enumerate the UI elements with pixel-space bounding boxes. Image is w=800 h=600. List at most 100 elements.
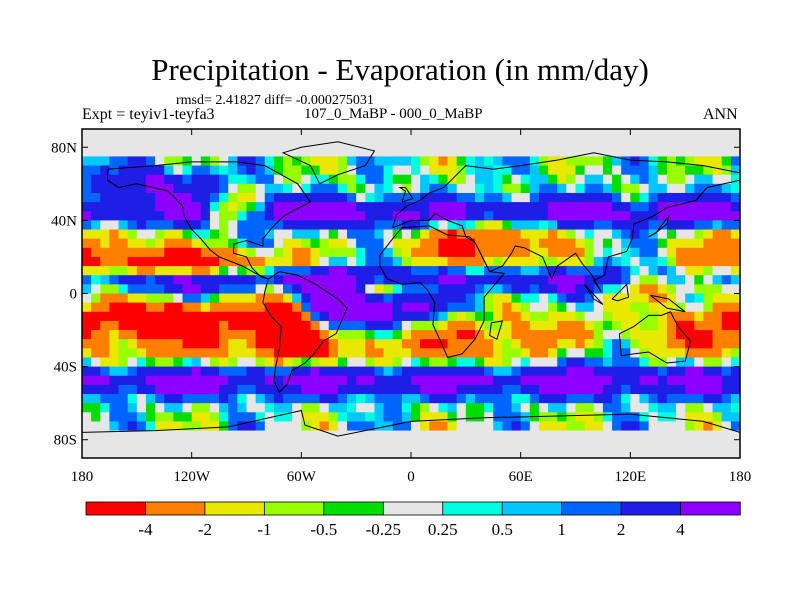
field-cell [612, 448, 622, 458]
field-cell [273, 156, 284, 166]
field-cell [337, 366, 348, 377]
field-cell [228, 174, 238, 185]
field-cell [319, 129, 330, 139]
field-cell [566, 403, 576, 413]
field-cell [319, 384, 330, 395]
field-cell [136, 430, 147, 441]
field-cell [228, 183, 238, 194]
field-cell [91, 330, 101, 340]
field-cell [191, 174, 202, 185]
field-cell [557, 238, 567, 249]
field-cell [447, 339, 458, 349]
field-cell [730, 311, 740, 322]
field-cell [411, 238, 421, 249]
field-cell [319, 211, 330, 221]
field-cell [347, 384, 357, 395]
field-cell [145, 302, 156, 313]
field-cell [246, 256, 257, 267]
field-cell [200, 183, 211, 194]
field-cell [520, 366, 531, 377]
field-cell [264, 211, 275, 221]
field-cell [566, 256, 576, 267]
field-cell [456, 320, 467, 331]
field-cell [529, 229, 540, 240]
field-cell [465, 192, 476, 203]
field-cell [401, 375, 412, 386]
field-cell [703, 211, 713, 221]
colorbar-label: -2 [198, 520, 212, 539]
field-cell [520, 256, 531, 267]
field-cell [712, 211, 723, 221]
field-cell [721, 348, 732, 358]
field-cell [621, 138, 631, 148]
field-cell [136, 165, 147, 176]
field-cell [301, 320, 311, 331]
field-cell [602, 421, 613, 431]
field-cell [465, 165, 476, 176]
field-cell [374, 293, 384, 304]
field-cell [557, 384, 567, 395]
field-cell [621, 348, 631, 358]
field-cell [429, 183, 439, 194]
field-cell [511, 421, 522, 431]
field-cell [602, 156, 613, 166]
field-cell [82, 247, 92, 258]
field-cell [337, 320, 348, 331]
field-cell [438, 384, 448, 395]
field-cell [730, 129, 740, 139]
field-cell [584, 129, 595, 139]
field-cell [237, 320, 247, 331]
field-cell [493, 247, 503, 258]
field-cell [612, 174, 622, 185]
field-cell [118, 375, 129, 386]
field-cell [219, 284, 229, 294]
field-cell [283, 348, 293, 358]
field-cell [411, 311, 421, 322]
colorbar-swatch [501, 501, 563, 516]
field-cell [712, 129, 723, 139]
field-cell [328, 156, 339, 166]
field-cell [200, 138, 211, 148]
field-cell [712, 439, 723, 450]
field-cell [566, 339, 576, 349]
field-cell [602, 403, 613, 413]
field-cell [438, 266, 448, 276]
field-cell [255, 275, 266, 285]
field-cell [356, 412, 366, 422]
field-cell [209, 412, 220, 422]
field-cell [91, 238, 101, 249]
field-cell [411, 375, 421, 386]
field-cell [465, 256, 476, 267]
field-cell [557, 165, 567, 176]
field-cell [219, 366, 229, 377]
colorbar-swatch [85, 501, 147, 516]
field-cell [502, 211, 512, 221]
field-cell [411, 421, 421, 431]
field-cell [447, 311, 458, 322]
field-cell [337, 229, 348, 240]
field-cell [438, 211, 448, 221]
field-cell [255, 339, 266, 349]
field-cell [292, 275, 302, 285]
field-cell [456, 156, 467, 166]
field-cell [155, 247, 165, 258]
field-cell [639, 266, 650, 276]
field-cell [621, 375, 631, 386]
field-cell [566, 129, 576, 139]
field-cell [347, 129, 357, 139]
field-cell [575, 192, 586, 203]
field-cell [721, 412, 732, 422]
field-cell [502, 430, 512, 441]
field-cell [228, 256, 238, 267]
field-cell [264, 421, 275, 431]
field-cell [164, 302, 174, 313]
field-cell [200, 412, 211, 422]
field-cell [237, 421, 247, 431]
field-cell [365, 302, 375, 313]
field-cell [602, 174, 613, 185]
field-cell [145, 129, 156, 139]
field-cell [264, 339, 275, 349]
field-cell [612, 412, 622, 422]
field-cell [685, 348, 695, 358]
field-cell [639, 211, 650, 221]
